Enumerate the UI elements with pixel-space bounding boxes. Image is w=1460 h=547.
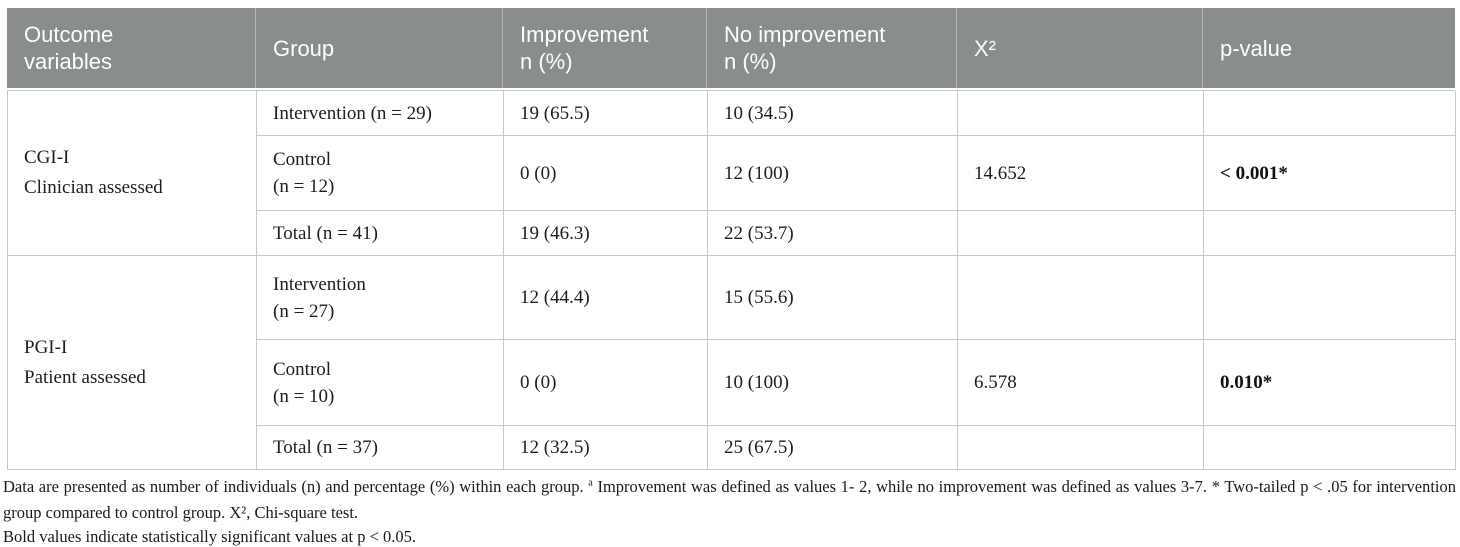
cell-chi-square xyxy=(958,426,1204,470)
results-table: Outcome variables Group Improvement n (%… xyxy=(7,8,1456,470)
header-text-line: variables xyxy=(24,49,113,74)
cell-group: Intervention (n = 29) xyxy=(257,91,504,136)
cell-p-value xyxy=(1204,211,1456,256)
header-text-line: n (%) xyxy=(724,49,777,74)
cell-no-improvement: 15 (55.6) xyxy=(708,256,958,340)
header-cell-improvement: Improvement n (%) xyxy=(503,8,707,88)
cell-chi-square: 14.652 xyxy=(958,136,1204,211)
cell-group: Intervention (n = 27) xyxy=(257,256,504,340)
header-cell-chi-square: X² xyxy=(957,8,1203,88)
cell-group: Total (n = 37) xyxy=(257,426,504,470)
cell-group: Total (n = 41) xyxy=(257,211,504,256)
cell-chi-square xyxy=(958,211,1204,256)
cell-improvement: 12 (32.5) xyxy=(504,426,708,470)
footnote-superscript-a: a xyxy=(588,477,593,489)
cell-group: Control (n = 12) xyxy=(257,136,504,211)
table-body: CGI-I Clinician assessed Intervention (n… xyxy=(7,90,1456,470)
cell-no-improvement: 10 (100) xyxy=(708,340,958,426)
table-footnote: Data are presented as number of individu… xyxy=(3,474,1456,525)
cell-chi-square: 6.578 xyxy=(958,340,1204,426)
cell-no-improvement: 12 (100) xyxy=(708,136,958,211)
cell-improvement: 12 (44.4) xyxy=(504,256,708,340)
cell-no-improvement: 25 (67.5) xyxy=(708,426,958,470)
outcome-cell-pgi-i: PGI-I Patient assessed xyxy=(8,256,257,470)
header-text-line: No improvement xyxy=(724,22,886,47)
cell-no-improvement: 22 (53.7) xyxy=(708,211,958,256)
header-text-line: Group xyxy=(273,35,335,61)
header-text-line: n (%) xyxy=(520,49,573,74)
header-cell-group: Group xyxy=(256,8,503,88)
cell-chi-square xyxy=(958,256,1204,340)
cell-improvement: 0 (0) xyxy=(504,340,708,426)
header-text-line: X² xyxy=(974,35,996,61)
outcome-line: CGI-I xyxy=(24,147,70,168)
footnote-bold-values-note: Bold values indicate statistically signi… xyxy=(3,527,417,546)
cell-improvement: 19 (46.3) xyxy=(504,211,708,256)
outcome-cell-cgi-i: CGI-I Clinician assessed xyxy=(8,91,257,256)
header-cell-p-value: p-value xyxy=(1203,8,1455,88)
cell-improvement: 19 (65.5) xyxy=(504,91,708,136)
footnote-text: Improvement was defined as values 1- 2, … xyxy=(3,477,1457,522)
header-text-line: Improvement xyxy=(520,22,649,47)
table-header-row: Outcome variables Group Improvement n (%… xyxy=(7,8,1455,88)
footnote-text: Data are presented as number of individu… xyxy=(3,477,589,496)
cell-no-improvement: 10 (34.5) xyxy=(708,91,958,136)
cell-p-value xyxy=(1204,256,1456,340)
outcome-line: Patient assessed xyxy=(24,366,146,388)
cell-improvement: 0 (0) xyxy=(504,136,708,211)
cell-chi-square xyxy=(958,91,1204,136)
header-text-line: Outcome xyxy=(24,22,114,47)
cell-p-value xyxy=(1204,426,1456,470)
header-cell-outcome-variables: Outcome variables xyxy=(7,8,256,88)
outcome-line: Clinician assessed xyxy=(24,177,163,198)
cell-group: Control (n = 10) xyxy=(257,340,504,426)
header-cell-no-improvement: No improvement n (%) xyxy=(707,8,957,88)
cell-p-value: < 0.001* xyxy=(1204,136,1456,211)
cell-p-value: 0.010* xyxy=(1204,340,1456,426)
header-text-line: p-value xyxy=(1220,35,1293,61)
cell-p-value xyxy=(1204,91,1456,136)
outcome-line: PGI-I xyxy=(24,336,68,358)
